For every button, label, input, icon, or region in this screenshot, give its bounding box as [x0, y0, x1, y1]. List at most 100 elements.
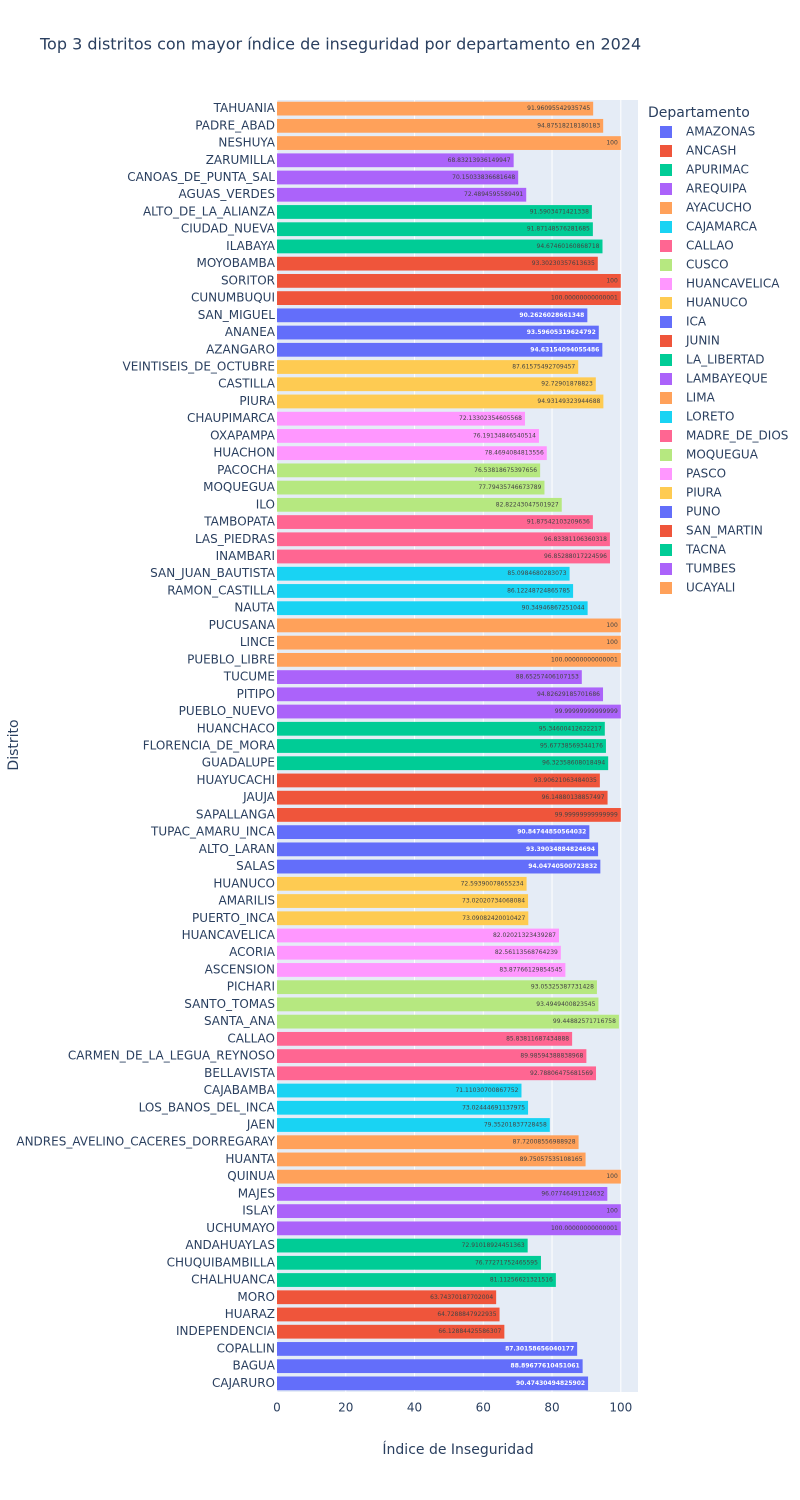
legend-label: PASCO [686, 467, 726, 481]
y-axis-title: Distrito [6, 719, 22, 770]
bar [277, 911, 529, 926]
value-label: 73.09082420010427 [462, 915, 525, 922]
bar [277, 463, 541, 478]
y-tick-label: SAPALLANGA [196, 807, 276, 821]
y-tick-label: AZANGARO [206, 342, 275, 356]
bar [277, 1238, 528, 1253]
bar [277, 360, 579, 374]
x-tick-label: 60 [476, 1401, 491, 1415]
value-label: 99.99999999999999 [555, 811, 618, 818]
value-label: 87.61575492709457 [512, 364, 575, 371]
y-tick-label: CHUQUIBAMBILLA [167, 1255, 276, 1269]
bar [277, 1152, 586, 1167]
legend-swatch [660, 335, 672, 347]
y-tick-label: ZARUMILLA [206, 153, 276, 167]
y-tick-label: AGUAS_VERDES [179, 187, 275, 201]
value-label: 73.02020734068084 [462, 898, 525, 905]
value-label: 100 [606, 1208, 618, 1215]
value-label: 92.78806475681569 [530, 1070, 593, 1077]
bar [277, 153, 514, 168]
value-label: 90.34946867251044 [522, 605, 585, 612]
value-label: 100 [606, 1173, 618, 1180]
y-tick-label: PUERTO_INCA [192, 911, 276, 925]
bar [277, 945, 561, 960]
y-tick-label: SANTA_ANA [204, 1014, 276, 1028]
value-label: 72.91018924451363 [462, 1242, 525, 1249]
y-tick-label: OXAPAMPA [210, 428, 276, 442]
value-label: 94.82629185701686 [537, 691, 600, 698]
bar [277, 1135, 579, 1150]
y-tick-label: HUANCHACO [197, 721, 275, 735]
legend-swatch [660, 278, 672, 290]
y-tick-label: MAJES [238, 1186, 275, 1200]
value-label: 72.59390078655234 [461, 880, 524, 887]
bar [277, 1100, 529, 1115]
y-tick-label: HUANTA [225, 1152, 275, 1166]
bar [277, 739, 606, 753]
value-label: 100.00000000000001 [551, 656, 618, 663]
legend-label: LA_LIBERTAD [686, 353, 765, 367]
legend-label: TACNA [685, 543, 727, 557]
bar [277, 377, 596, 392]
legend-swatch [660, 259, 672, 271]
legend-swatch [660, 126, 672, 138]
y-tick-label: PUEBLO_NUEVO [179, 704, 275, 718]
y-tick-label: QUINUA [227, 1169, 276, 1183]
y-tick-label: CUNUMBUQUI [191, 291, 275, 305]
bar [277, 411, 526, 426]
legend-label: TUMBES [685, 562, 736, 576]
bar [277, 894, 529, 908]
y-tick-label: TAHUANIA [213, 101, 276, 115]
y-tick-label: INDEPENDENCIA [176, 1324, 276, 1338]
y-tick-label: MOQUEGUA [203, 480, 276, 494]
x-tick-label: 40 [407, 1401, 422, 1415]
y-tick-label: INAMBARI [216, 549, 275, 563]
legend-swatch [660, 430, 672, 442]
value-label: 72.4894595589491 [464, 191, 523, 198]
value-label: 63.74370187702004 [430, 1294, 493, 1301]
value-label: 100.00000000000001 [551, 1225, 618, 1232]
legend-label: AMAZONAS [686, 125, 755, 139]
bar [277, 790, 608, 805]
bar [277, 1307, 500, 1322]
y-tick-label: PACOCHA [217, 463, 276, 477]
x-tick-label: 80 [544, 1401, 559, 1415]
value-label: 95.34600412622217 [539, 725, 602, 732]
legend-label: PUNO [686, 505, 720, 519]
y-tick-label: ISLAY [242, 1204, 275, 1218]
bar [277, 291, 621, 305]
value-label: 87.72008556988928 [513, 1139, 576, 1146]
legend-swatch [660, 544, 672, 556]
legend-swatch [660, 563, 672, 575]
legend-swatch [660, 449, 672, 461]
y-tick-label: CALLAO [227, 1031, 275, 1045]
bar [277, 859, 601, 874]
bar [277, 1221, 621, 1236]
value-label: 76.53818675397656 [474, 467, 537, 474]
value-label: 88.89677610451061 [511, 1363, 580, 1370]
value-label: 73.02444691137975 [462, 1104, 525, 1111]
legend-label: JUNIN [685, 334, 720, 348]
value-label: 90.84744850564032 [517, 829, 586, 836]
legend-label: MOQUEGUA [686, 448, 759, 462]
bar [277, 222, 593, 237]
y-tick-label: HUANCAVELICA [182, 928, 276, 942]
bar [277, 118, 604, 133]
y-tick-label: SANTO_TOMAS [184, 997, 275, 1011]
value-label: 91.96095542935745 [527, 105, 590, 112]
legend-label: HUANUCO [686, 296, 748, 310]
value-label: 66.12884425586307 [438, 1328, 501, 1335]
legend-swatch [660, 487, 672, 499]
y-tick-label: CAJARURO [212, 1376, 275, 1390]
legend-label: UCAYALI [686, 581, 735, 595]
y-tick-label: CIUDAD_NUEVA [181, 222, 276, 236]
legend-swatch [660, 468, 672, 480]
bar [277, 1204, 621, 1219]
y-tick-label: CAJABAMBA [204, 1083, 276, 1097]
legend-label: HUANCAVELICA [686, 277, 780, 291]
legend-label: PIURA [686, 486, 722, 500]
bar [277, 566, 570, 581]
bar [277, 480, 545, 495]
legend-label: MADRE_DE_DIOS [686, 429, 788, 443]
